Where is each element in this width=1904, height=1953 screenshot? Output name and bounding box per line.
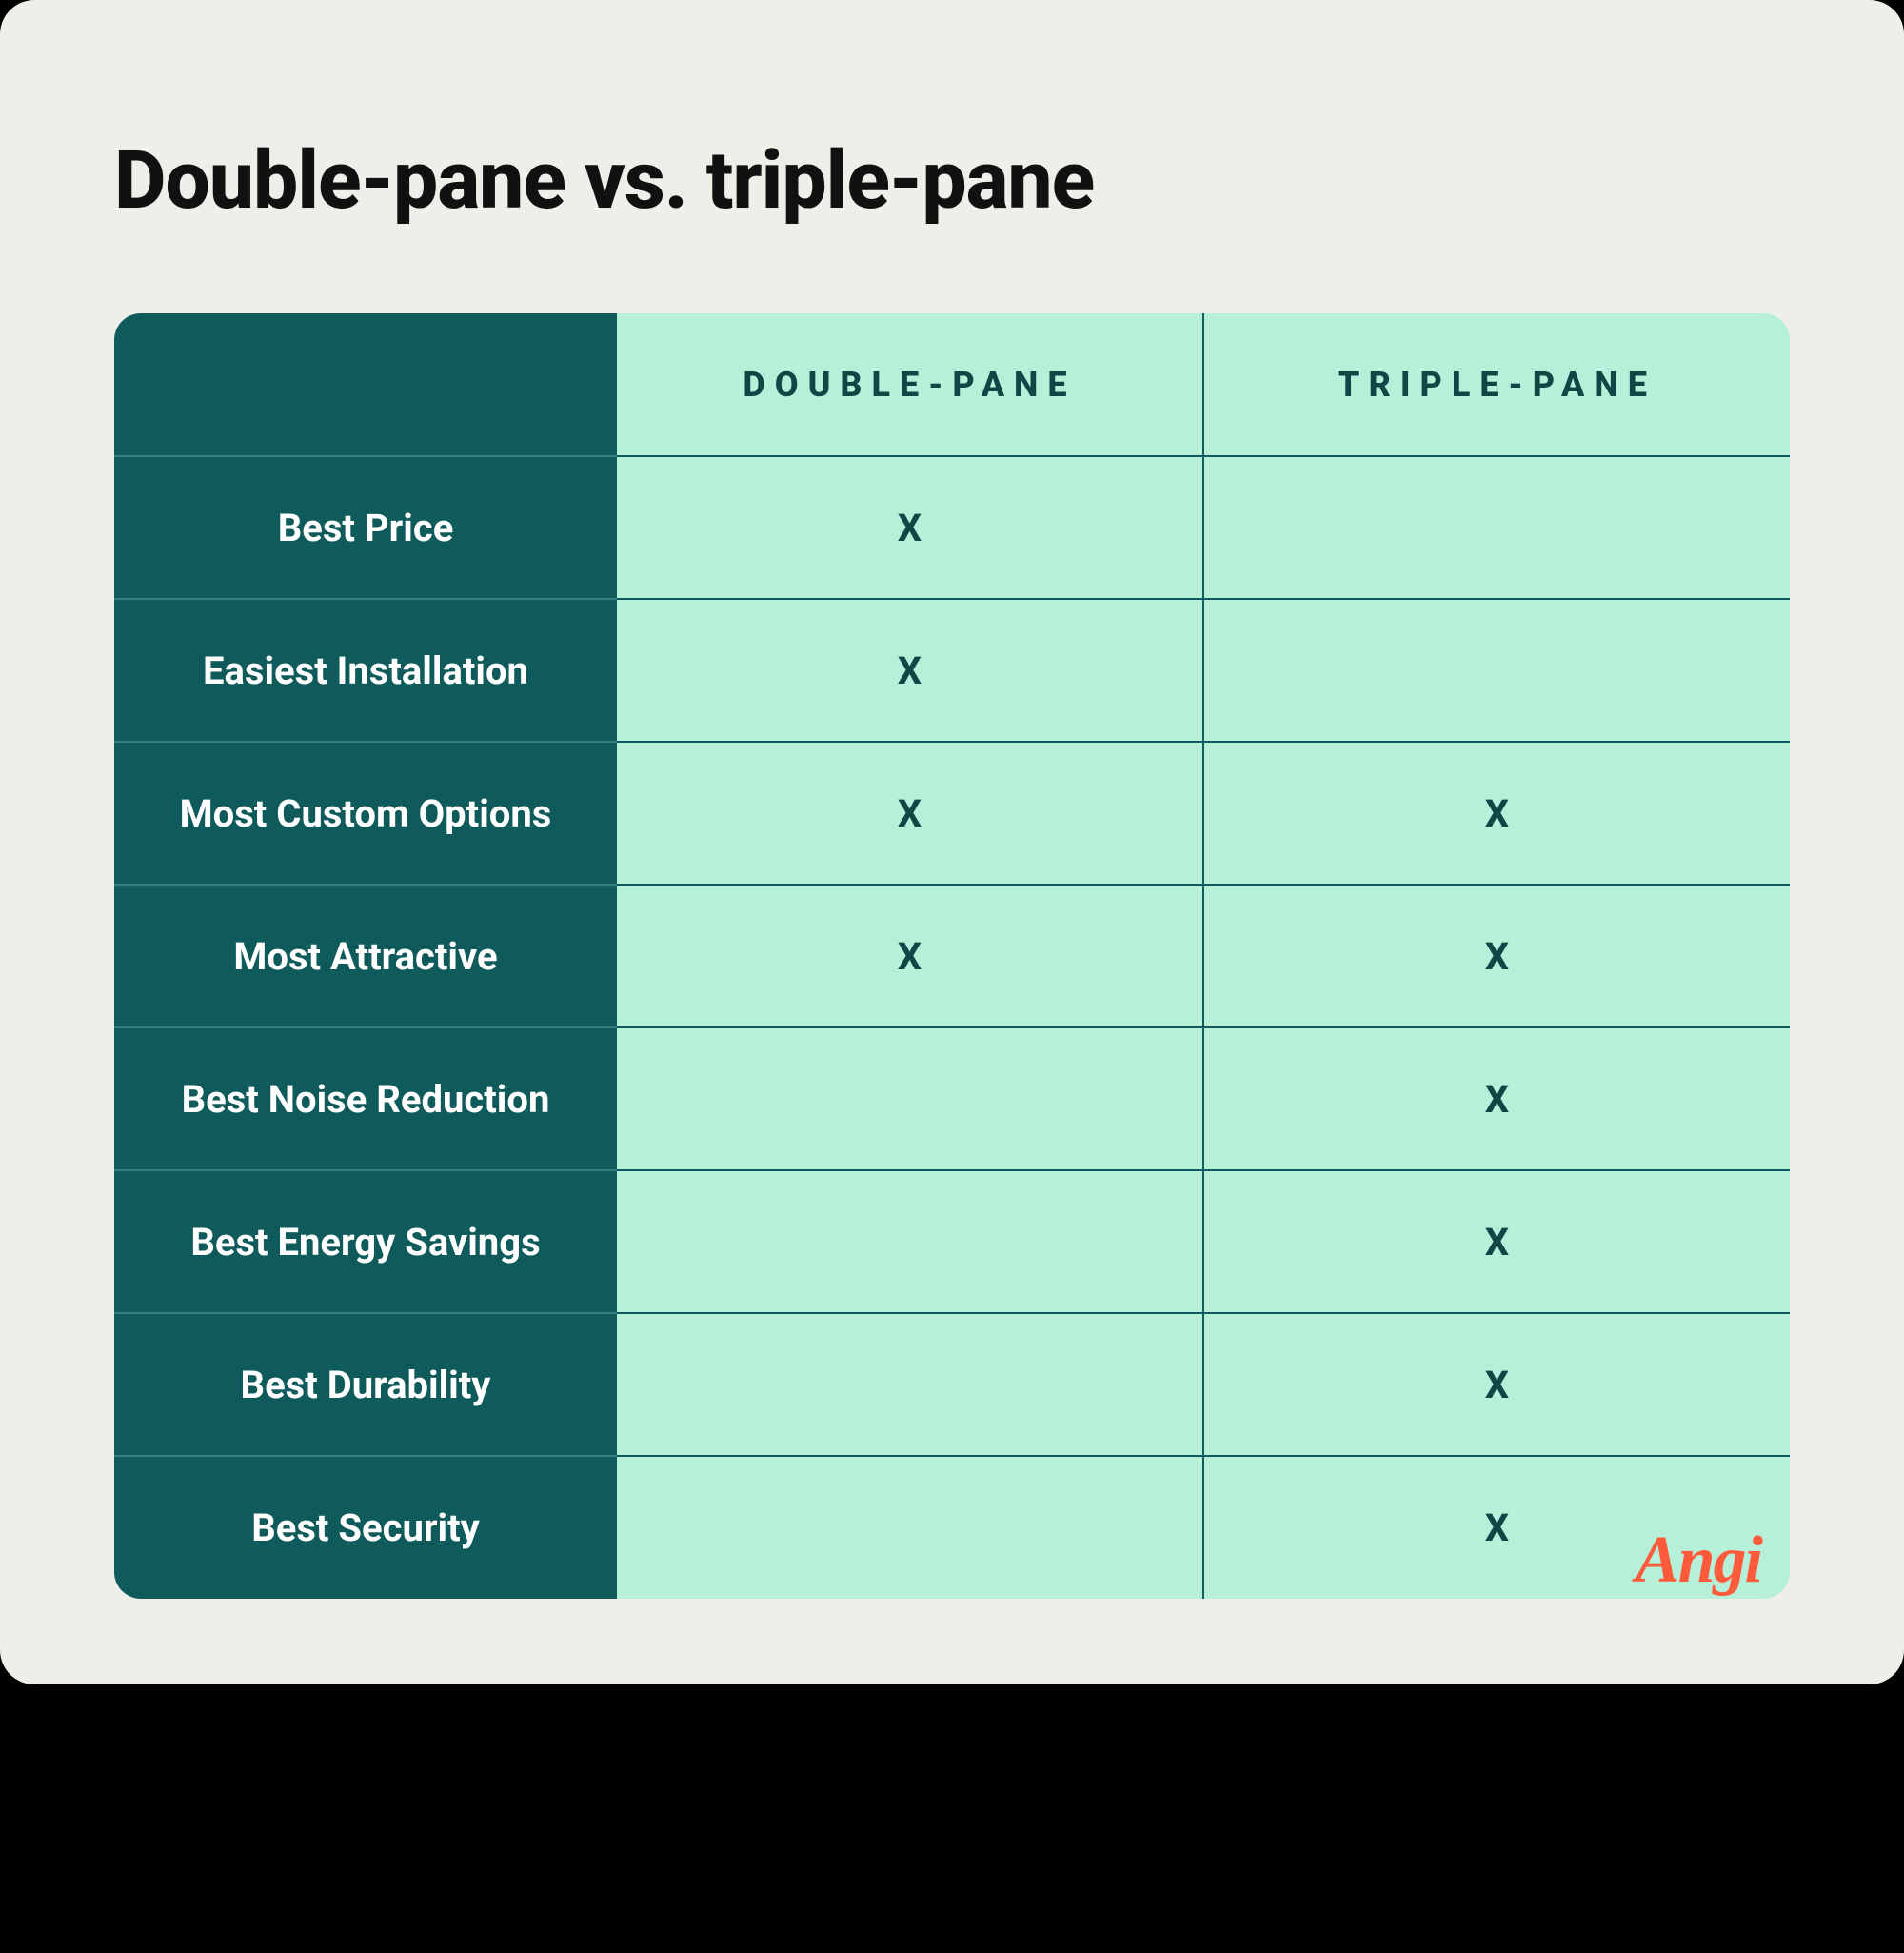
table-cell xyxy=(617,1170,1203,1313)
table-row: Best Energy Savings X xyxy=(114,1170,1790,1313)
table-column-header: TRIPLE-PANE xyxy=(1203,313,1790,456)
table-cell: X xyxy=(1203,1170,1790,1313)
table-cell xyxy=(617,1027,1203,1170)
table-cell: X xyxy=(1203,885,1790,1027)
table-cell: X xyxy=(617,742,1203,885)
table-cell: X xyxy=(617,456,1203,599)
table-row-label: Best Energy Savings xyxy=(114,1170,617,1313)
table-row: Best Durability X xyxy=(114,1313,1790,1456)
table-row-label: Best Price xyxy=(114,456,617,599)
table-header-empty xyxy=(114,313,617,456)
table-cell xyxy=(1203,599,1790,742)
table-row-label: Best Noise Reduction xyxy=(114,1027,617,1170)
page-title: Double-pane vs. triple-pane xyxy=(114,133,1790,228)
table-row: Most AttractiveXX xyxy=(114,885,1790,1027)
table-row: Most Custom OptionsXX xyxy=(114,742,1790,885)
table-cell: X xyxy=(617,885,1203,1027)
table-row-label: Most Custom Options xyxy=(114,742,617,885)
table-row: Best PriceX xyxy=(114,456,1790,599)
table-cell xyxy=(1203,456,1790,599)
table-row: Best Noise Reduction X xyxy=(114,1027,1790,1170)
table-cell: X xyxy=(1203,1313,1790,1456)
table-row: Best SecurityX xyxy=(114,1456,1790,1599)
table-cell: X xyxy=(1203,1027,1790,1170)
table-row-label: Most Attractive xyxy=(114,885,617,1027)
table-cell: X xyxy=(617,599,1203,742)
brand-logo: Angi xyxy=(1636,1523,1761,1599)
table-row-label: Best Durability xyxy=(114,1313,617,1456)
table-row-label: Easiest Installation xyxy=(114,599,617,742)
table-row: Easiest InstallationX xyxy=(114,599,1790,742)
comparison-table: DOUBLE-PANETRIPLE-PANEBest PriceXEasiest… xyxy=(114,313,1790,1599)
table-cell: X xyxy=(1203,742,1790,885)
infographic-canvas: Double-pane vs. triple-pane DOUBLE-PANET… xyxy=(0,0,1904,1684)
table-header-row: DOUBLE-PANETRIPLE-PANE xyxy=(114,313,1790,456)
table-column-header: DOUBLE-PANE xyxy=(617,313,1203,456)
table-cell xyxy=(617,1313,1203,1456)
table-row-label: Best Security xyxy=(114,1456,617,1599)
table-cell xyxy=(617,1456,1203,1599)
